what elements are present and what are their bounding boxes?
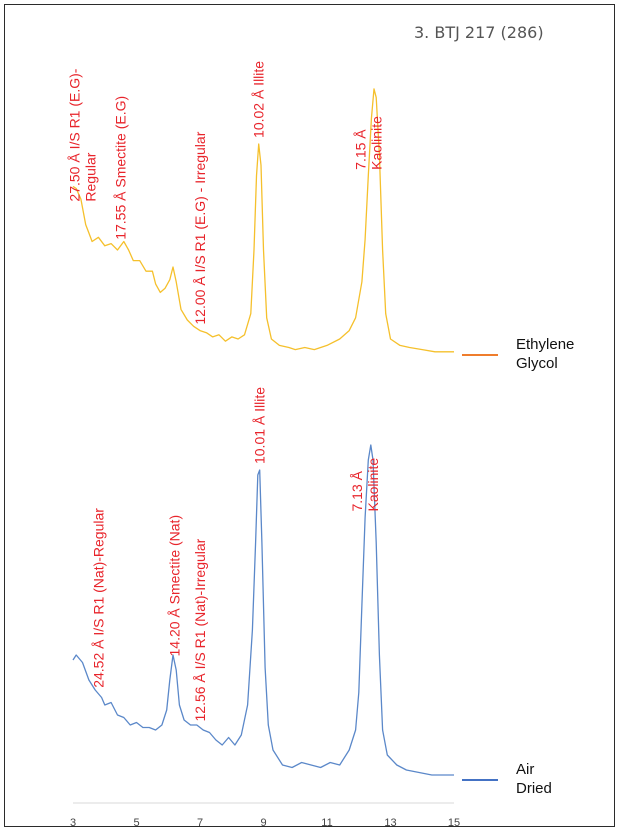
peak-label-8-0: 10.01 Å Illite (252, 387, 268, 464)
x-tick-label-2: 7 (197, 817, 203, 829)
peak-label-0-1: Regular (83, 152, 99, 201)
peak-label-3-0: 10.02 Å Illite (251, 61, 267, 138)
peak-label-4-1: Kaolinite (368, 116, 384, 170)
legend-label-0-1: Glycol (516, 355, 558, 372)
legend-label-1-0: Air (516, 761, 534, 778)
series-line-0 (72, 88, 454, 353)
x-tick-label-1: 5 (133, 817, 139, 829)
x-tick-label-0: 3 (70, 817, 76, 829)
peak-label-4-0: 7.15 Å (352, 129, 368, 170)
series-line-1 (72, 444, 454, 776)
peak-label-6-0: 14.20 Å Smectite (Nat) (167, 515, 183, 657)
peak-label-2-0: 12.00 Å I/S R1 (E.G) - Irregular (192, 131, 208, 324)
x-tick-label-4: 11 (321, 817, 332, 829)
x-tick-label-5: 13 (384, 817, 396, 829)
chart-title: 3. BTJ 217 (286) (414, 23, 544, 42)
peak-label-5-0: 24.52 Å I/S R1 (Nat)-Regular (90, 508, 106, 688)
legend-label-0-0: Ethylene (516, 336, 574, 353)
x-tick-label-3: 9 (260, 817, 266, 829)
peak-label-9-1: Kaolinite (365, 458, 381, 512)
peak-label-1-0: 17.55 Å Smectite (E.G) (113, 96, 129, 240)
legend-label-1-1: Dried (516, 780, 552, 797)
peak-label-7-0: 12.56 Å I/S R1 (Nat)-Irregular (192, 538, 208, 721)
x-tick-label-6: 15 (448, 817, 460, 829)
peak-label-9-0: 7.13 Å (349, 470, 365, 511)
chart-frame (4, 4, 615, 827)
peak-label-0-0: 27.50 Å I/S R1 (E.G)- (67, 68, 83, 201)
